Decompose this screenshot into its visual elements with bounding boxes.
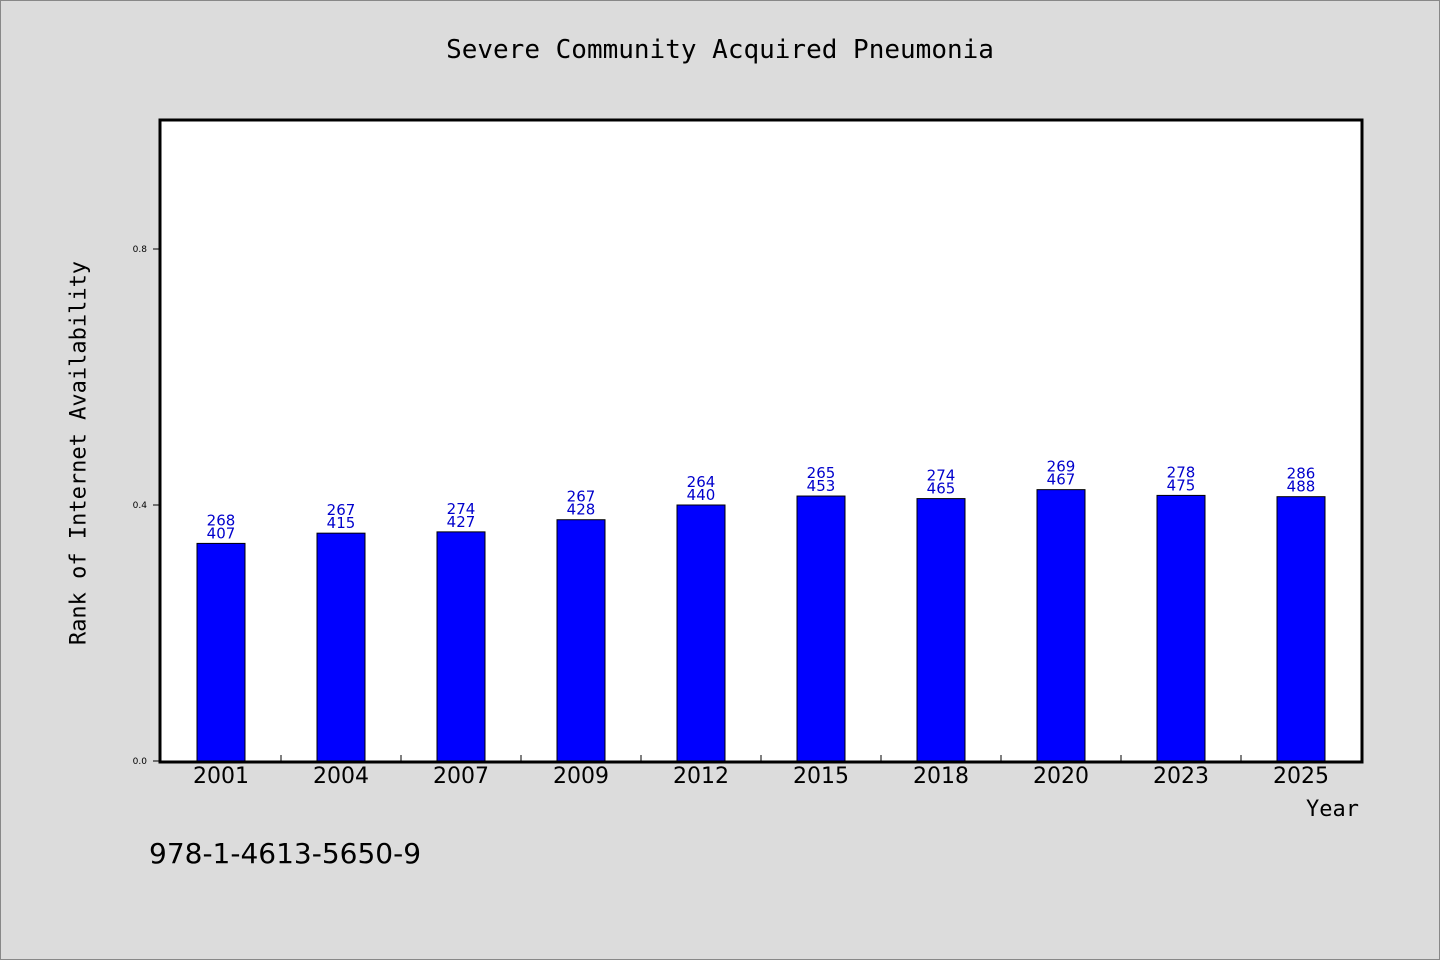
x-axis-tick-labels: 2001 2004 2007 2009 2012 2015 2018 2020 2023 2025	[193, 764, 1329, 789]
x-tick-label: 2001	[193, 764, 249, 789]
data-label: 427	[447, 513, 476, 531]
x-tick-label: 2012	[673, 764, 729, 789]
data-label: 453	[807, 477, 836, 495]
y-tick-label: 0.8	[133, 245, 148, 255]
data-label: 269	[1047, 458, 1076, 476]
bar	[1156, 494, 1206, 762]
y-axis-ticks: 0.0 0.4 0.8	[133, 245, 1242, 767]
x-axis-label: Year	[1306, 797, 1359, 822]
y-tick-label: 0.0	[133, 757, 148, 767]
bar	[316, 532, 366, 762]
data-label: 428	[567, 501, 596, 519]
x-tick-label: 2004	[313, 764, 369, 789]
x-tick-label: 2020	[1033, 764, 1089, 789]
bar	[196, 542, 246, 762]
bar	[1276, 496, 1326, 762]
data-label: 475	[1167, 476, 1196, 494]
data-label: 286	[1287, 465, 1316, 483]
data-label: 264	[687, 473, 716, 491]
data-label: 465	[927, 480, 956, 498]
y-tick-label: 0.4	[133, 501, 148, 511]
data-label: 488	[1287, 478, 1316, 496]
x-tick-label: 2018	[913, 764, 969, 789]
data-label: 467	[1047, 471, 1076, 489]
bar	[796, 495, 846, 762]
data-label: 268	[207, 511, 236, 529]
bar	[556, 519, 606, 762]
data-label: 407	[207, 524, 236, 542]
x-tick-label: 2023	[1153, 764, 1209, 789]
bar	[436, 531, 486, 762]
data-label: 415	[327, 514, 356, 532]
data-label: 440	[687, 486, 716, 504]
isbn-identifier: 978-1-4613-5650-9	[149, 837, 422, 870]
bar	[1036, 489, 1086, 762]
x-tick-label: 2007	[433, 764, 489, 789]
chart-title: Severe Community Acquired Pneumonia	[446, 35, 994, 65]
data-label: 274	[927, 467, 956, 485]
data-labels: 2684072674152744272674282644402654532744…	[207, 458, 1316, 543]
data-label: 278	[1167, 463, 1196, 481]
data-label: 265	[807, 464, 836, 482]
bar	[676, 504, 726, 762]
x-tick-label: 2025	[1273, 764, 1329, 789]
bars	[196, 489, 1326, 762]
x-tick-label: 2015	[793, 764, 849, 789]
data-label: 274	[447, 500, 476, 518]
data-label: 267	[567, 488, 596, 506]
data-label: 267	[327, 501, 356, 519]
bar	[916, 498, 966, 762]
x-tick-label: 2009	[553, 764, 609, 789]
y-axis-label: Rank of Internet Availability	[66, 260, 92, 646]
